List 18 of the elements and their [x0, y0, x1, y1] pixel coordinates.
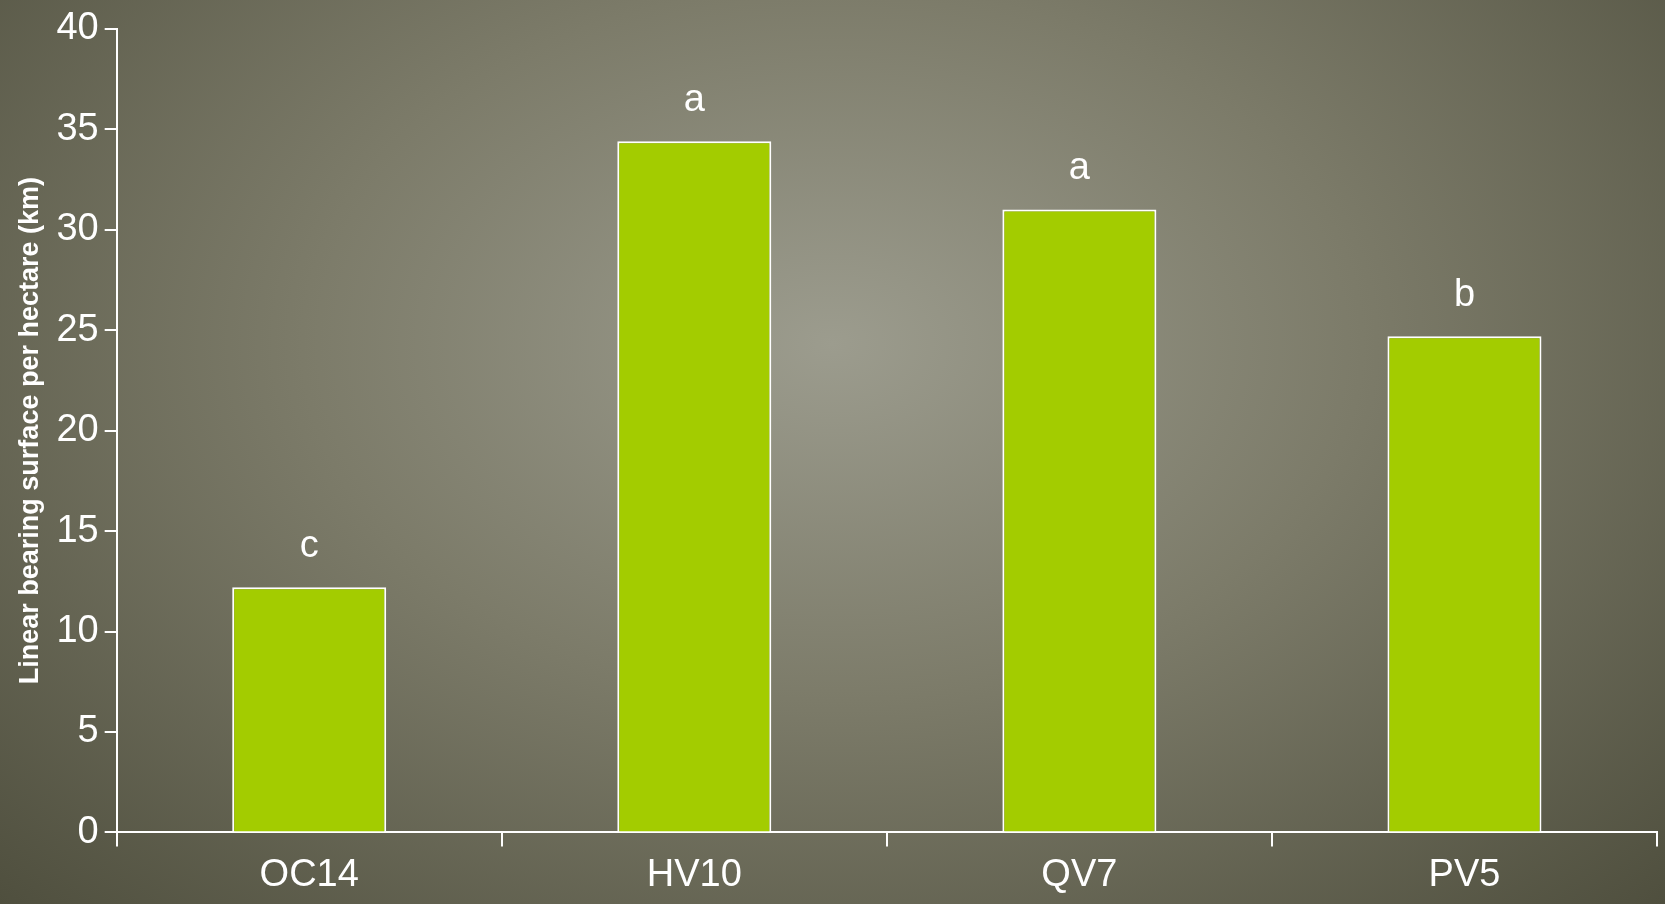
x-tick-label: OC14: [259, 851, 359, 894]
annotation: a: [1068, 145, 1091, 188]
annotation: b: [1453, 271, 1476, 314]
y-axis-title: Linear bearing surface per hectare (km): [13, 177, 44, 685]
y-tick-label: 30: [56, 206, 99, 249]
x-tick-label: HV10: [646, 851, 742, 894]
y-tick-label: 35: [56, 105, 99, 148]
annotation: a: [683, 76, 706, 119]
x-tick-label: PV5: [1428, 851, 1501, 894]
y-tick-label: 10: [56, 607, 99, 650]
y-tick-label: 0: [77, 808, 99, 851]
y-tick-label: 15: [56, 507, 99, 550]
y-tick-label: 25: [56, 306, 99, 349]
y-tick-label: 40: [56, 5, 99, 48]
y-tick-label: 5: [77, 708, 99, 751]
y-tick-label: 20: [56, 407, 99, 450]
x-tick-label: QV7: [1041, 851, 1118, 894]
annotation: c: [299, 522, 319, 565]
